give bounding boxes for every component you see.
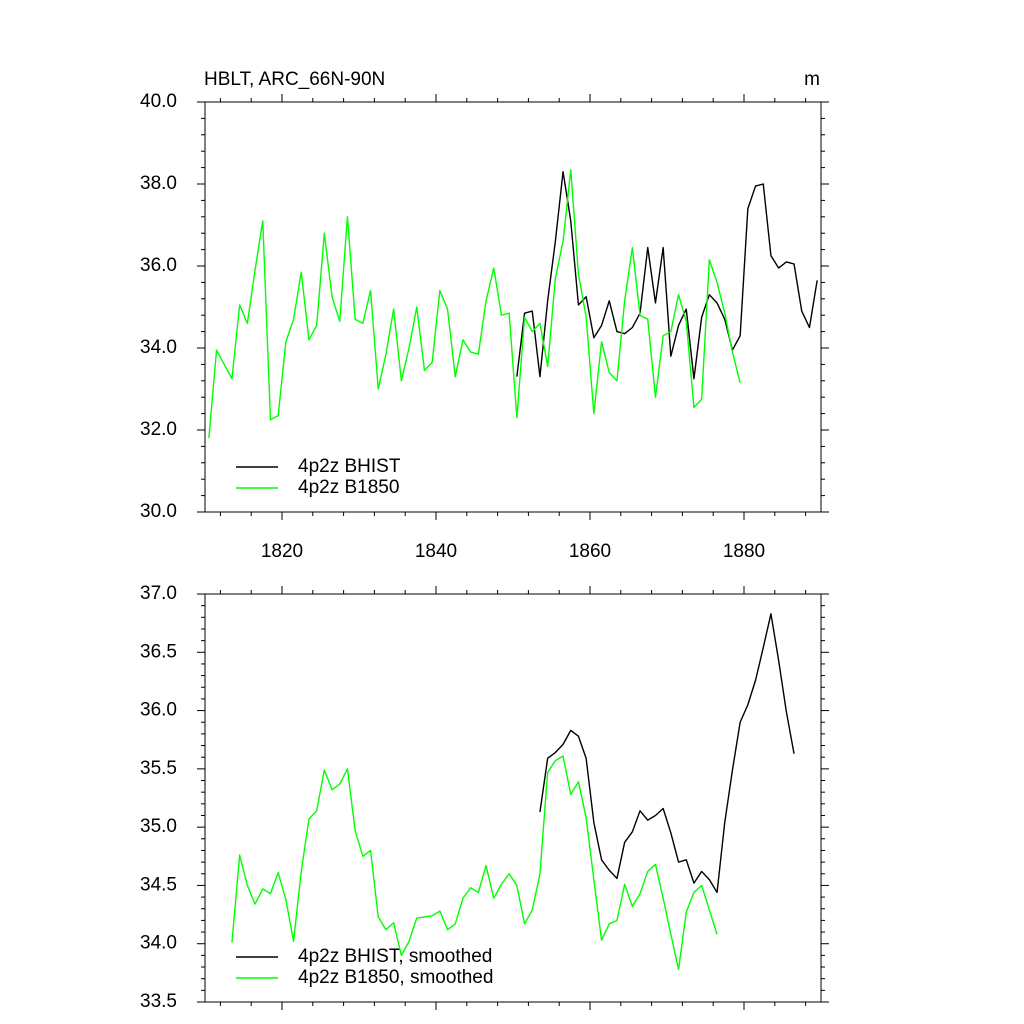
y-tick-label: 36.0 xyxy=(140,255,177,276)
legend-label: 4p2z BHIST, smoothed xyxy=(298,946,492,967)
y-tick-label: 37.0 xyxy=(140,583,177,604)
series-line xyxy=(208,168,741,439)
y-tick-label: 35.0 xyxy=(140,816,177,837)
units-label: m xyxy=(804,69,820,90)
y-tick-label: 30.0 xyxy=(140,501,177,522)
y-tick-label: 35.5 xyxy=(140,758,177,779)
y-tick-label: 34.0 xyxy=(140,933,177,954)
plot-frame xyxy=(204,101,822,513)
series-line xyxy=(539,613,795,894)
x-tick-label: 1820 xyxy=(261,541,303,562)
legend-label: 4p2z BHIST xyxy=(298,456,401,477)
y-tick-label: 33.5 xyxy=(140,991,177,1012)
y-tick-label: 34.0 xyxy=(140,337,177,358)
y-tick-label: 36.5 xyxy=(140,641,177,662)
y-tick-label: 36.0 xyxy=(140,700,177,721)
series-line xyxy=(231,755,718,971)
x-tick-label: 1880 xyxy=(723,541,765,562)
legend-label: 4p2z B1850 xyxy=(298,477,399,498)
series-line xyxy=(516,171,818,380)
y-tick-label: 34.5 xyxy=(140,874,177,895)
plot-frame xyxy=(204,593,822,1003)
y-tick-label: 32.0 xyxy=(140,419,177,440)
chart-title: HBLT, ARC_66N-90N xyxy=(204,69,385,90)
y-tick-label: 38.0 xyxy=(140,173,177,194)
x-tick-label: 1860 xyxy=(569,541,611,562)
x-tick-label: 1840 xyxy=(415,541,457,562)
legend-label: 4p2z B1850, smoothed xyxy=(298,967,493,988)
y-tick-label: 40.0 xyxy=(140,91,177,112)
